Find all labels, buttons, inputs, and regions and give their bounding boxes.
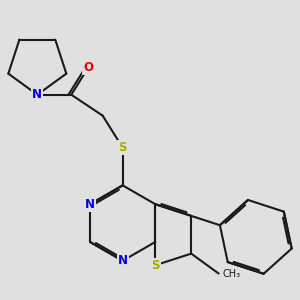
Text: CH₃: CH₃ <box>222 268 240 279</box>
Text: N: N <box>118 254 128 267</box>
Text: S: S <box>151 259 160 272</box>
Text: S: S <box>118 141 127 154</box>
Text: N: N <box>85 198 95 211</box>
Text: O: O <box>83 61 93 74</box>
Text: N: N <box>32 88 42 101</box>
